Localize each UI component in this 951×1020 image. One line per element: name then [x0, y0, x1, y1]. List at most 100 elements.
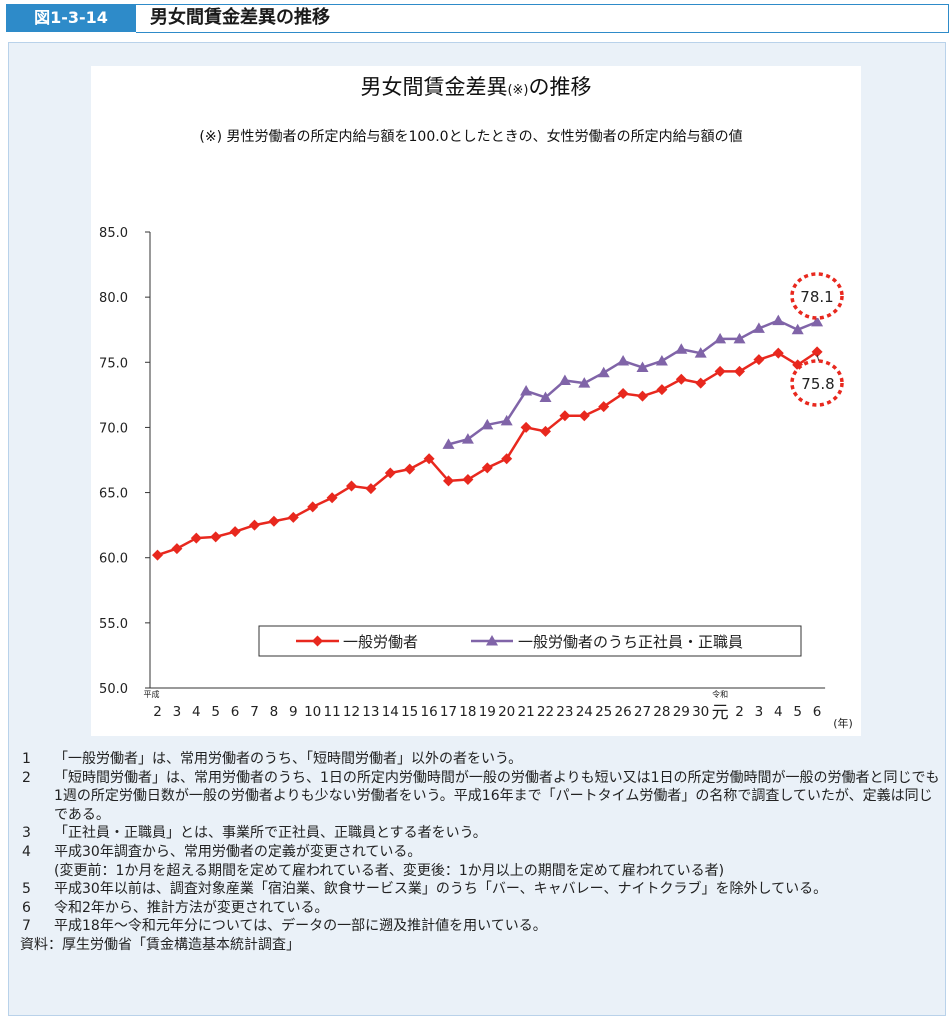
- note-text: 「短時間労働者」は、常用労働者のうち、1日の所定内労働時間が一般の労働者よりも短…: [54, 769, 940, 823]
- data-point: [558, 374, 571, 386]
- data-point: [500, 414, 513, 426]
- x-tick-label: 21: [518, 704, 535, 720]
- y-tick-label: 50.0: [99, 682, 128, 697]
- data-point: [520, 384, 533, 396]
- x-tick-label: 20: [498, 704, 515, 720]
- x-tick-label: 6: [231, 704, 240, 720]
- note-text: 平成30年以前は、調査対象産業「宿泊業、飲食サービス業」のうち「バー、キャバレー…: [54, 881, 828, 898]
- figure-title: 男女間賃金差異の推移: [150, 7, 330, 28]
- data-point: [287, 511, 299, 523]
- data-point: [404, 463, 416, 475]
- data-point: [733, 332, 746, 344]
- x-unit-label: (年): [833, 716, 853, 730]
- annotation-circle: [790, 272, 844, 320]
- annotation-value: 75.8: [801, 375, 834, 393]
- note-continuation: (変更前：1か月を超える期間を定めて雇われている者、変更後：1か月以上の期間を定…: [54, 862, 725, 879]
- x-tick-label: 6: [813, 704, 822, 720]
- chart-subtitle: (※) 男性労働者の所定内給与額を100.0としたときの、女性労働者の所定内給与…: [199, 128, 742, 145]
- data-point: [811, 315, 824, 327]
- y-tick-label: 55.0: [99, 617, 128, 632]
- note-number: 6: [22, 899, 31, 916]
- data-point: [443, 475, 454, 487]
- note-item: 7 平成18年～令和元年分については、データの一部に遡及推計値を用いている。: [20, 917, 940, 936]
- chart-title-main: 男女間賃金差異: [360, 75, 507, 99]
- x-tick-label: 25: [595, 704, 612, 720]
- data-point: [559, 410, 571, 422]
- y-tick-label: 70.0: [99, 421, 128, 436]
- data-point: [636, 361, 649, 372]
- data-point: [656, 384, 668, 396]
- note-number: 3: [22, 825, 31, 842]
- note-text: 「正社員・正職員」とは、事業所で正社員、正職員とする者をいう。: [54, 825, 487, 842]
- data-point: [461, 433, 474, 444]
- annotation-circle: [790, 359, 844, 407]
- note-item: 1 「一般労働者」は、常用労働者のうち、「短時間労働者」以外の者をいう。: [20, 750, 940, 769]
- x-tick-label: 17: [440, 704, 457, 720]
- x-tick-label: 19: [479, 704, 496, 720]
- data-point: [637, 390, 648, 402]
- note-text: 令和2年から、推計方法が変更されている。: [54, 899, 329, 916]
- notes: 1 「一般労働者」は、常用労働者のうち、「短時間労働者」以外の者をいう。 2 「短時間…: [20, 750, 940, 955]
- legend-label: 一般労働者: [343, 633, 418, 651]
- data-point: [307, 501, 319, 513]
- axes: 85.080.075.070.065.060.055.050.02 3 4 5 6 7 8 9…: [99, 226, 853, 730]
- x-tick-label: 24: [576, 704, 593, 720]
- data-point: [442, 438, 455, 449]
- data-point: [675, 373, 687, 385]
- x-tick-label: 26: [615, 704, 632, 720]
- data-point: [617, 388, 629, 400]
- data-point: [539, 391, 552, 402]
- x-tick-label: 4: [774, 704, 783, 720]
- data-point: [249, 519, 260, 531]
- data-point: [210, 531, 222, 543]
- data-point: [152, 549, 163, 561]
- data-point: [772, 347, 784, 359]
- x-tick-label: 23: [556, 704, 573, 720]
- x-tick-label: 元: [712, 703, 729, 723]
- data-point: [695, 377, 707, 389]
- data-point: [365, 483, 377, 495]
- legend-label: 一般労働者のうち正社員・正職員: [518, 633, 743, 651]
- x-tick-label: 4: [192, 704, 201, 720]
- data-point: [520, 421, 532, 433]
- data-point: [501, 453, 513, 465]
- data-point: [578, 377, 591, 388]
- chart-area: 男女間賃金差異(※)の推移 (※) 男性労働者の所定内給与額を100.0としたと…: [91, 66, 861, 736]
- x-tick-label: 13: [362, 704, 379, 720]
- x-tick-label: 2: [735, 704, 744, 720]
- y-tick-label: 60.0: [99, 552, 128, 567]
- note-number: 2: [22, 769, 31, 786]
- x-tick-label: 15: [401, 704, 418, 720]
- legend-marker: [486, 635, 498, 646]
- chart-title-suffix: の推移: [529, 75, 592, 99]
- x-tick-label: 10: [304, 704, 321, 720]
- data-point: [171, 543, 183, 555]
- x-tick-label: 3: [173, 704, 182, 720]
- x-tick-label: 5: [211, 704, 220, 720]
- note-number: 5: [22, 881, 31, 898]
- chart-title-mark: (※): [507, 83, 528, 98]
- data-point: [597, 366, 610, 378]
- x-tick-label: 9: [289, 704, 298, 720]
- x-tick-label: 28: [653, 704, 670, 720]
- x-tick-label: 22: [537, 704, 554, 720]
- data-point: [326, 492, 338, 504]
- data-point: [753, 354, 765, 366]
- series-regular-employees: [442, 314, 824, 449]
- y-tick-label: 85.0: [99, 226, 128, 241]
- data-point: [229, 526, 241, 538]
- data-point: [268, 515, 280, 527]
- series-layer: [152, 314, 824, 561]
- x-tick-label: 30: [692, 704, 709, 720]
- note-number: 4: [22, 843, 31, 860]
- note-text: 平成30年調査から、常用労働者の定義が変更されている。: [54, 843, 422, 860]
- era-label-heisei: 平成: [144, 689, 160, 699]
- data-point: [752, 322, 765, 333]
- note-item: 6 令和2年から、推計方法が変更されている。: [20, 899, 940, 918]
- data-point: [481, 418, 494, 430]
- figure-number: 図1-3-14: [6, 4, 136, 32]
- x-tick-label: 14: [382, 704, 399, 720]
- x-tick-label: 29: [673, 704, 690, 720]
- data-point: [655, 354, 668, 366]
- note-number: 7: [22, 918, 31, 935]
